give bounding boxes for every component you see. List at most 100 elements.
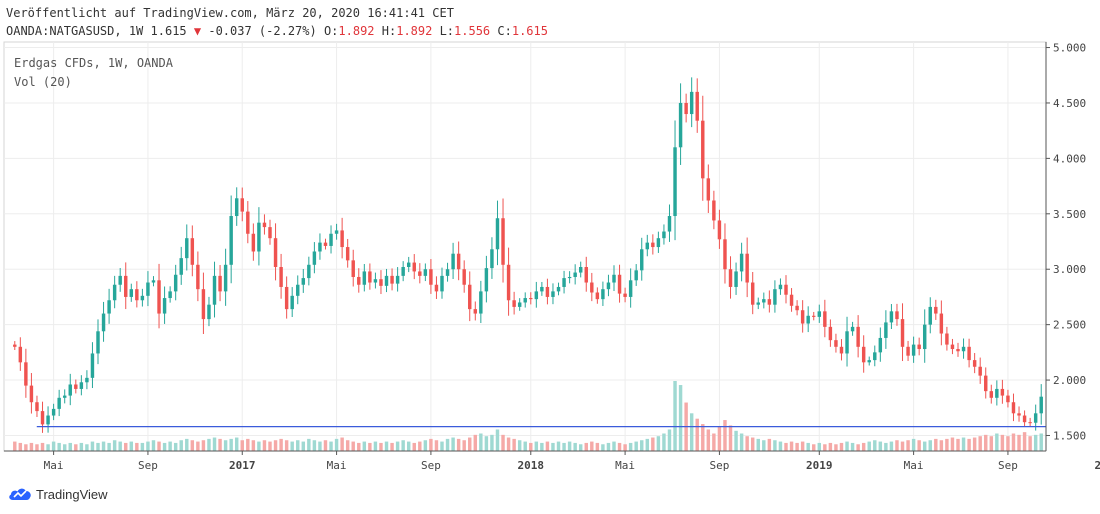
candle-body — [612, 274, 616, 283]
candle-body — [456, 253, 461, 270]
symbol-ohlc-line: OANDA:NATGASUSD, 1W 1.615 ▼ -0.037 (-2.2… — [6, 24, 548, 38]
candle-body — [817, 311, 822, 317]
volume-bar — [867, 441, 871, 451]
volume-bar — [812, 444, 816, 451]
candle-body — [74, 384, 78, 389]
volume-bar — [767, 438, 772, 451]
candle-body — [578, 267, 583, 273]
x-tick-label: Mai — [904, 459, 924, 472]
volume-bar — [573, 442, 577, 451]
volume-bar — [689, 413, 694, 451]
x-tick-label: Mai — [44, 459, 64, 472]
candle-body — [445, 269, 450, 276]
volume-bar — [806, 442, 810, 451]
volume-bar — [706, 429, 711, 451]
candle-body — [1011, 402, 1016, 414]
volume-bar — [695, 418, 699, 451]
volume-bar — [146, 441, 150, 451]
candle-body — [956, 349, 960, 352]
symbol-label: OANDA:NATGASUSD, 1W — [6, 24, 144, 38]
candle-body — [29, 385, 34, 403]
candle-body — [162, 298, 167, 314]
x-tick-label: Sep — [421, 459, 441, 472]
candle-body — [229, 216, 233, 265]
candle-body — [362, 271, 367, 285]
volume-bar — [434, 440, 439, 451]
volume-bar — [490, 434, 494, 451]
volume-bar — [584, 442, 588, 451]
candle-body — [246, 211, 250, 234]
volume-bar — [18, 442, 23, 451]
candle-body — [867, 360, 871, 363]
volume-bar — [789, 441, 794, 451]
volume-bar — [956, 438, 960, 451]
candle-body — [257, 222, 261, 252]
candle-body — [856, 326, 860, 347]
volume-bar — [512, 438, 516, 451]
candle-body — [739, 253, 744, 272]
volume-bar — [451, 437, 455, 451]
volume-bar — [900, 441, 905, 451]
volume-bar — [1022, 432, 1027, 451]
candle-body — [523, 298, 527, 303]
candle-body — [640, 249, 644, 271]
candle-body — [906, 346, 910, 356]
candle-body — [645, 242, 650, 250]
volume-bar — [301, 441, 306, 451]
close-value: 1.615 — [511, 24, 548, 38]
volume-bar — [357, 442, 361, 451]
volume-bar — [651, 437, 655, 451]
candle-body — [884, 322, 888, 338]
chart-axes: 5.000 4.500 4.000 3.500 3.000 2.500 2.000 1.500… — [4, 42, 1100, 472]
candle-body — [368, 271, 372, 283]
volume-bar — [939, 440, 944, 451]
candle-body — [989, 391, 994, 398]
candle-body — [273, 238, 278, 268]
candle-body — [584, 267, 588, 283]
candle-body — [995, 388, 999, 398]
candle-body — [861, 346, 866, 363]
candle-body — [212, 275, 217, 305]
tradingview-brand[interactable]: TradingView — [8, 486, 108, 502]
candle-body — [262, 222, 267, 228]
candle-body — [251, 233, 256, 252]
volume-bar — [196, 441, 200, 451]
volume-bar — [856, 444, 860, 451]
candle-body — [401, 267, 405, 276]
candle-body — [390, 275, 394, 284]
volume-bar — [62, 444, 67, 451]
candle-body — [151, 280, 156, 283]
candle-body — [318, 242, 322, 252]
volume-bar — [562, 442, 566, 451]
volume-bar — [606, 442, 611, 451]
candle-body — [351, 260, 355, 277]
candle-body — [1033, 413, 1038, 423]
volume-bar — [1017, 434, 1021, 451]
volume-bar — [784, 442, 788, 451]
candle-body — [218, 275, 222, 292]
candle-body — [501, 218, 505, 265]
volume-bar — [889, 441, 894, 451]
volume-bar — [1033, 434, 1038, 451]
volume-bar — [207, 438, 211, 451]
y-tick-label: 3.500 — [1053, 208, 1086, 221]
candle-body — [634, 270, 638, 281]
volume-bar — [834, 444, 838, 451]
candle-body — [723, 239, 727, 270]
candle-body — [512, 300, 516, 307]
candle-body — [762, 299, 766, 303]
chart-overlays — [36, 426, 1046, 428]
x-tick-label: 2017 — [229, 459, 256, 472]
volume-bar — [140, 442, 145, 451]
volume-bar — [379, 442, 383, 451]
volume-bar — [922, 441, 927, 451]
volume-bar — [950, 437, 955, 451]
volume-bar — [79, 442, 84, 451]
volume-bar — [895, 440, 899, 451]
volume-bar — [878, 441, 883, 451]
candle-body — [773, 289, 777, 305]
volume-bar — [118, 441, 122, 451]
volume-bar — [712, 433, 716, 451]
candle-body — [656, 238, 661, 248]
